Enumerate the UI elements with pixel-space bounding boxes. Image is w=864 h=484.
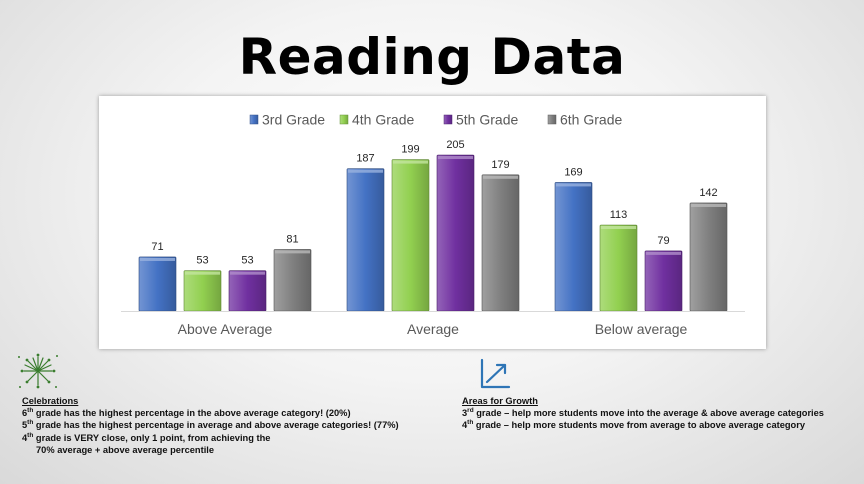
bar-top-highlight [646, 251, 681, 255]
ordinal: 4 [462, 420, 468, 431]
data-label: 53 [241, 255, 253, 267]
category-tick-label: Below average [595, 321, 688, 337]
bar [228, 270, 267, 312]
ordinal: 6 [22, 408, 28, 419]
bar [346, 168, 385, 312]
data-label: 71 [151, 241, 163, 253]
bar-top-highlight [185, 271, 220, 275]
chart-area: 3rd Grade 4th Grade 5th Grade 6th Grade 71 5… [99, 96, 766, 349]
legend-label: 4th Grade [352, 112, 414, 128]
celebration-line-continued: 70% average + above average percentile [36, 444, 215, 455]
bar [273, 249, 312, 312]
legend-label: 5th Grade [456, 112, 518, 128]
slide-title: Reading Data [238, 28, 626, 86]
celebration-text: grade is VERY close, only 1 point, from … [33, 432, 271, 443]
data-label: 179 [491, 159, 509, 171]
legend-swatch [547, 114, 557, 125]
ordinal-suffix: rd [467, 407, 474, 415]
ordinal-suffix: th [27, 431, 34, 439]
bar-top-highlight [348, 169, 383, 173]
legend-swatch [443, 114, 453, 125]
ordinal: 3 [462, 408, 468, 419]
data-label: 205 [446, 139, 464, 151]
data-label: 142 [699, 187, 717, 199]
ordinal-suffix: th [27, 407, 34, 415]
growth-line: 4th grade – help more students move from… [462, 419, 862, 431]
celebration-line: 4th grade is VERY close, only 1 point, f… [22, 432, 452, 444]
bar-top-highlight [140, 257, 175, 261]
bar [183, 270, 222, 312]
data-label: 199 [401, 144, 419, 156]
celebration-text: grade has the highest percentage in the … [33, 408, 351, 419]
celebration-line: 6th grade has the highest percentage in … [22, 407, 452, 419]
growth-heading: Areas for Growth [462, 396, 538, 406]
ordinal-suffix: th [467, 419, 474, 427]
data-label: 169 [564, 166, 582, 178]
bar-top-highlight [691, 203, 726, 207]
celebration-text: grade has the highest percentage in aver… [33, 420, 399, 431]
growth-text: grade – help more students move from ave… [473, 420, 806, 431]
bar [481, 174, 520, 312]
data-label: 53 [196, 255, 208, 267]
bar [391, 159, 430, 312]
line-chart-growth-icon [480, 358, 511, 389]
ordinal: 4 [22, 432, 28, 443]
bar [138, 256, 177, 312]
bar-top-highlight [438, 156, 473, 160]
data-label: 81 [286, 233, 298, 245]
growth-text: grade – help more students move into the… [473, 408, 824, 419]
bar-top-highlight [393, 160, 428, 164]
fireworks-icon [18, 353, 58, 389]
ordinal: 5 [22, 420, 28, 431]
bar-top-highlight [556, 183, 591, 187]
data-label: 187 [356, 153, 374, 165]
legend-swatch [249, 114, 259, 125]
legend-swatch [339, 114, 349, 125]
bar-top-highlight [483, 175, 518, 179]
growth-line: 3rd grade – help more students move into… [462, 407, 862, 419]
bar [644, 250, 683, 312]
celebration-line: 5th grade has the highest percentage in … [22, 419, 452, 431]
growth-notes: Areas for Growth 3rd grade – help more s… [462, 395, 862, 432]
bar-top-highlight [275, 250, 310, 254]
data-label: 113 [610, 209, 628, 221]
bar [554, 182, 593, 312]
celebrations-heading: Celebrations [22, 396, 79, 406]
category-tick-label: Average [407, 321, 459, 337]
bar [436, 154, 475, 312]
ordinal-suffix: th [27, 419, 34, 427]
category-tick-label: Above Average [178, 321, 273, 337]
data-label: 79 [657, 235, 669, 247]
bar [599, 224, 638, 312]
celebrations-notes: Celebrations 6th grade has the highest p… [22, 395, 452, 456]
bar-top-highlight [601, 226, 636, 230]
legend-label: 6th Grade [560, 112, 622, 128]
bar [689, 202, 728, 312]
bar-chart: 3rd Grade 4th Grade 5th Grade 6th Grade 71 5… [121, 112, 745, 337]
legend-label: 3rd Grade [262, 112, 325, 128]
bar-top-highlight [230, 271, 265, 275]
